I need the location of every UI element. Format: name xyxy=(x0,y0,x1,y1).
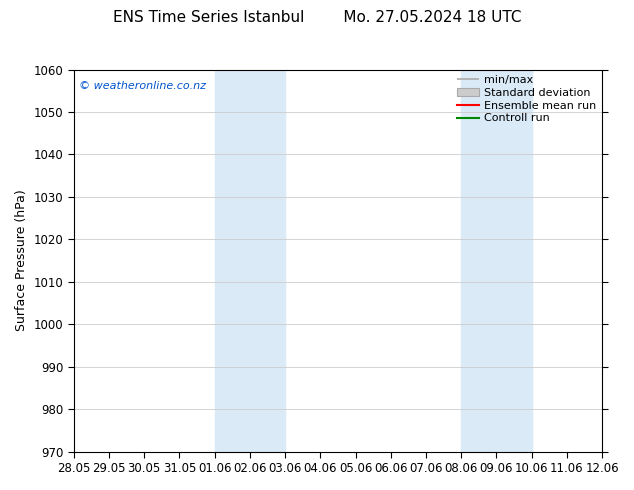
Bar xyxy=(215,70,285,452)
Y-axis label: Surface Pressure (hPa): Surface Pressure (hPa) xyxy=(15,190,28,331)
Legend: min/max, Standard deviation, Ensemble mean run, Controll run: min/max, Standard deviation, Ensemble me… xyxy=(455,73,599,126)
Bar xyxy=(462,70,532,452)
Text: © weatheronline.co.nz: © weatheronline.co.nz xyxy=(79,81,206,91)
Text: ENS Time Series Istanbul        Mo. 27.05.2024 18 UTC: ENS Time Series Istanbul Mo. 27.05.2024 … xyxy=(113,10,521,25)
